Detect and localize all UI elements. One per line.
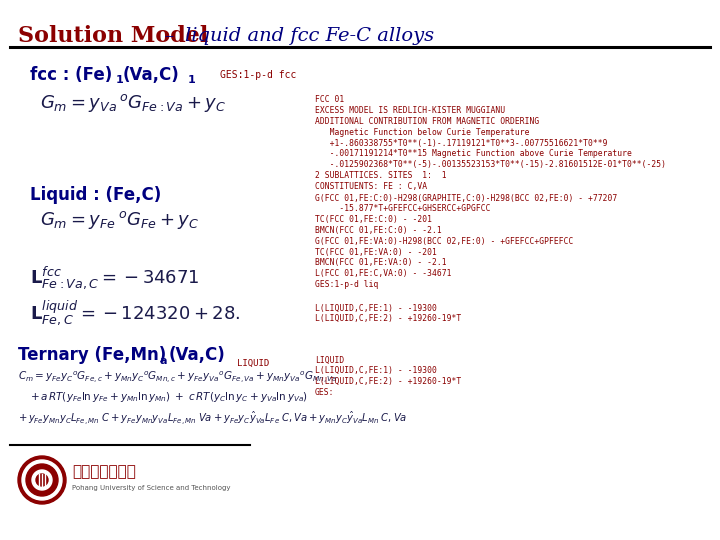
Text: Magnetic Function below Curie Temperature: Magnetic Function below Curie Temperatur…	[315, 128, 529, 137]
Text: 1: 1	[188, 75, 196, 85]
Text: -15.877*T+GFEFCC+GHSERCC+GPGFCC: -15.877*T+GFEFCC+GHSERCC+GPGFCC	[315, 204, 490, 213]
Text: BMCN(FCC 01,FE:C:0) - -2.1: BMCN(FCC 01,FE:C:0) - -2.1	[315, 226, 442, 235]
Text: FCC 01: FCC 01	[315, 96, 344, 105]
Text: $\mathbf{L}^{fcc}_{Fe:Va,C} = -34671$: $\mathbf{L}^{fcc}_{Fe:Va,C} = -34671$	[30, 265, 199, 292]
Text: -.00171191214*T0**15 Magnetic Function above Curie Temperature: -.00171191214*T0**15 Magnetic Function a…	[315, 150, 632, 159]
Text: GES:1-p-d fcc: GES:1-p-d fcc	[220, 70, 297, 80]
Text: LIQUID: LIQUID	[237, 359, 269, 368]
Text: Solution Model: Solution Model	[18, 25, 208, 47]
Circle shape	[32, 470, 52, 490]
Text: ADDITIONAL CONTRIBUTION FROM MAGNETIC ORDERING: ADDITIONAL CONTRIBUTION FROM MAGNETIC OR…	[315, 117, 539, 126]
Text: BMCN(FCC 01,FE:VA:0) - -2.1: BMCN(FCC 01,FE:VA:0) - -2.1	[315, 258, 446, 267]
Text: 2 SUBLATTICES. SITES  1:  1: 2 SUBLATTICES. SITES 1: 1	[315, 171, 446, 180]
Text: $G_m = y_{Fe}\,{}^{o}G_{Fe} + y_C$: $G_m = y_{Fe}\,{}^{o}G_{Fe} + y_C$	[40, 209, 199, 231]
Text: $\mathbf{L}^{liquid}_{Fe,C} = -124320 + 28.$: $\mathbf{L}^{liquid}_{Fe,C} = -124320 + …	[30, 299, 240, 327]
Circle shape	[18, 456, 66, 504]
Circle shape	[22, 460, 62, 500]
Text: GES:1-p-d liq: GES:1-p-d liq	[315, 280, 379, 289]
Text: $+ \, y_{Fe}y_{Mn}y_C L_{Fe,Mn} \; C + y_{Fe}y_{Mn}y_{Va} L_{Fe,Mn} \; Va + y_{F: $+ \, y_{Fe}y_{Mn}y_C L_{Fe,Mn} \; C + y…	[18, 409, 408, 427]
Text: +1-.860338755*T0**(-1)-.17119121*T0**3-.00775516621*T0**9: +1-.860338755*T0**(-1)-.17119121*T0**3-.…	[315, 139, 608, 148]
Text: -.0125902368*T0**(-5)-.00135523153*T0**(-15)-2.81601512E-01*T0**(-25): -.0125902368*T0**(-5)-.00135523153*T0**(…	[315, 160, 666, 170]
Text: 1: 1	[116, 75, 124, 85]
Text: EXCESS MODEL IS REDLICH-KISTER MUGGIANU: EXCESS MODEL IS REDLICH-KISTER MUGGIANU	[315, 106, 505, 116]
Text: G(FCC 01,FE:VA:0)-H298(BCC 02,FE:0) - +GFEFCC+GPFEFCC: G(FCC 01,FE:VA:0)-H298(BCC 02,FE:0) - +G…	[315, 237, 573, 246]
Text: L(LIQUID,C,FE:2) - +19260-19*T: L(LIQUID,C,FE:2) - +19260-19*T	[315, 377, 462, 386]
Text: –: –	[152, 27, 186, 45]
Circle shape	[26, 464, 58, 496]
Text: TC(FCC 01,FE:VA:0) - -201: TC(FCC 01,FE:VA:0) - -201	[315, 247, 437, 256]
Text: Liquid : (Fe,C): Liquid : (Fe,C)	[30, 186, 161, 204]
Text: Ternary (Fe,Mn): Ternary (Fe,Mn)	[18, 346, 166, 364]
Text: GES:: GES:	[315, 388, 335, 397]
Text: CONSTITUENTS: FE : C,VA: CONSTITUENTS: FE : C,VA	[315, 182, 427, 191]
Text: L(LIQUID,C,FE:1) - -19300: L(LIQUID,C,FE:1) - -19300	[315, 303, 437, 313]
Text: G(FCC 01,FE:C:0)-H298(GRAPHITE,C:0)-H298(BCC 02,FE:0) - +77207: G(FCC 01,FE:C:0)-H298(GRAPHITE,C:0)-H298…	[315, 193, 617, 202]
Text: $+ \, a \, RT(y_{Fe} \ln y_{Fe} + y_{Mn} \ln y_{Mn}) \; + \; c \, RT(y_C \ln y_C: $+ \, a \, RT(y_{Fe} \ln y_{Fe} + y_{Mn}…	[30, 390, 308, 404]
Text: L(FCC 01,FE:C,VA:0) - -34671: L(FCC 01,FE:C,VA:0) - -34671	[315, 269, 451, 278]
Text: $G_m = y_{Va}\,{}^{o}G_{Fe:Va} + y_C$: $G_m = y_{Va}\,{}^{o}G_{Fe:Va} + y_C$	[40, 92, 226, 114]
Circle shape	[36, 474, 48, 486]
Text: (Va,C): (Va,C)	[169, 346, 226, 364]
Text: Pohang University of Science and Technology: Pohang University of Science and Technol…	[72, 485, 230, 491]
Text: 포항공과대학교: 포항공과대학교	[72, 464, 136, 480]
Text: $C_m = y_{Fe}y_C{}^{o}G_{Fe, c} + y_{Mn}y_C{}^{o}G_{Mn, c} + y_{Fe}y_{Va}{}^{o}G: $C_m = y_{Fe}y_C{}^{o}G_{Fe, c} + y_{Mn}…	[18, 369, 338, 384]
Text: L(LIQUID,C,FE:1) - -19300: L(LIQUID,C,FE:1) - -19300	[315, 366, 437, 375]
Text: L(LIQUID,C,FE:2) - +19260-19*T: L(LIQUID,C,FE:2) - +19260-19*T	[315, 314, 462, 323]
Text: liquid and fcc Fe-C alloys: liquid and fcc Fe-C alloys	[185, 27, 434, 45]
Text: fcc : (Fe): fcc : (Fe)	[30, 66, 112, 84]
Text: TC(FCC 01,FE:C:0) - -201: TC(FCC 01,FE:C:0) - -201	[315, 215, 432, 224]
Text: (Va,C): (Va,C)	[123, 66, 180, 84]
Text: a: a	[160, 356, 168, 366]
Text: LIQUID: LIQUID	[315, 355, 344, 364]
